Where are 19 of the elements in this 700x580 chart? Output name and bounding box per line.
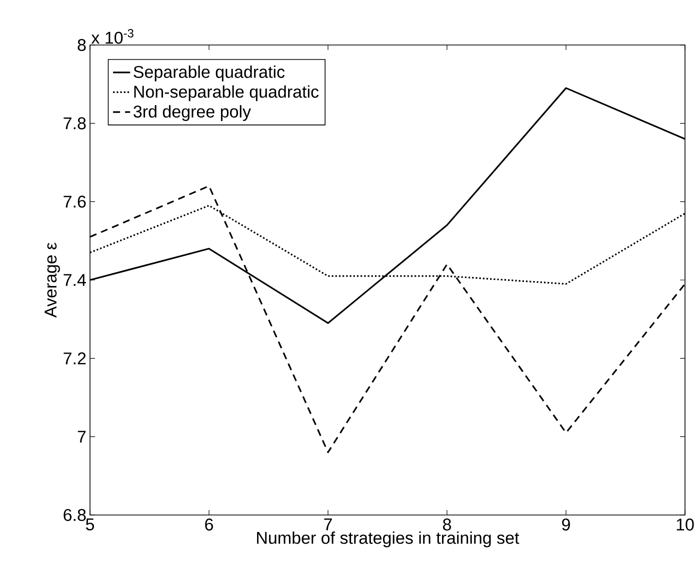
y-tick-label: 6.8 [64, 508, 86, 522]
legend-label: 3rd degree poly [134, 105, 251, 121]
legend-label: Separable quadratic [134, 66, 285, 82]
x-axis-title: Number of strategies in training set [257, 531, 520, 548]
y-tick-label: 7.8 [64, 117, 86, 130]
legend-label: Non-separable quadratic [134, 85, 319, 102]
y-tick-label: 7 [78, 430, 86, 443]
x-tick-label: 10 [676, 518, 694, 531]
text: x 10$^{-3}$ [91, 29, 134, 44]
y-tick-label: 8 [78, 38, 86, 52]
y-tick-label: 7.2 [64, 352, 86, 364]
x-tick-label: 8 [443, 518, 451, 531]
x-tick-label: 7 [324, 518, 332, 530]
y-tick-label: 7.4 [64, 274, 86, 286]
y-tick-label: 7.6 [64, 196, 86, 208]
x-tick-label: 5 [86, 518, 94, 530]
y-axis-title: Average ε [44, 242, 60, 318]
x-tick-label: 9 [562, 518, 570, 531]
x-tick-label: 6 [205, 518, 213, 531]
